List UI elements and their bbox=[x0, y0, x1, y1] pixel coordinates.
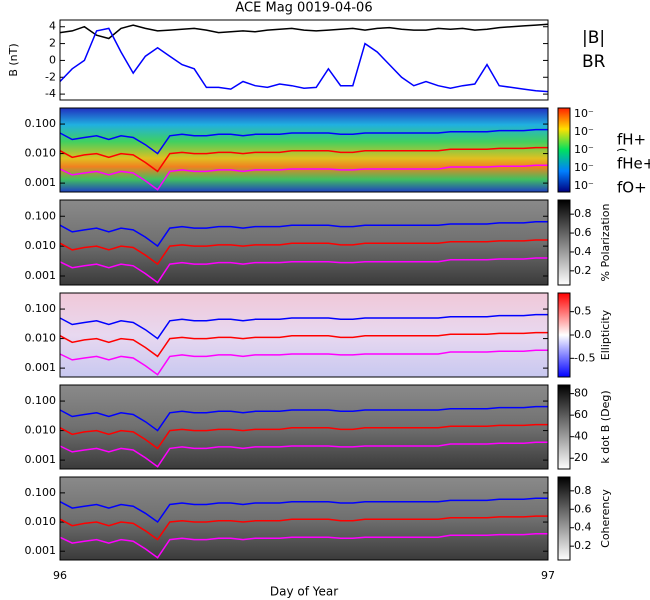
x-axis-label: Day of Year bbox=[270, 585, 338, 599]
y-tick-label: 0.010 bbox=[25, 424, 57, 437]
plot-frame bbox=[59, 19, 549, 101]
data-line bbox=[59, 257, 548, 284]
plot-frame bbox=[59, 199, 549, 286]
data-line bbox=[59, 405, 548, 432]
data-line bbox=[59, 331, 548, 358]
data-line bbox=[59, 239, 548, 266]
chart-title: ACE Mag 0019-04-06 bbox=[235, 1, 372, 16]
y-tick-label: 2 bbox=[49, 37, 56, 50]
legend-entry: fHe+ bbox=[617, 155, 650, 173]
colorbar-label: % Polarization bbox=[599, 204, 612, 282]
data-line bbox=[59, 128, 548, 155]
y-axis-label: B (nT) bbox=[7, 43, 20, 76]
data-line bbox=[59, 27, 549, 93]
colorbar-label: k dot B (Deg) bbox=[599, 390, 612, 463]
colorbar bbox=[557, 107, 571, 193]
plot-frame bbox=[59, 107, 549, 193]
legend-entry: BR bbox=[582, 52, 606, 72]
data-line bbox=[59, 515, 548, 541]
y-tick-label: 0.001 bbox=[25, 176, 57, 189]
y-tick-label: -2 bbox=[45, 70, 56, 83]
data-line bbox=[59, 441, 548, 468]
colorbar-tick-label: 10⁻ bbox=[574, 161, 594, 174]
plot-frame bbox=[59, 384, 549, 470]
y-tick-label: 0.001 bbox=[25, 453, 57, 466]
data-line bbox=[59, 23, 549, 40]
colorbar bbox=[557, 384, 571, 470]
colorbar-tick-label: 80 bbox=[574, 387, 588, 400]
colorbar-tick-label: 0.0 bbox=[574, 328, 592, 341]
data-line bbox=[59, 313, 548, 340]
legend-entry: fO+ bbox=[617, 179, 647, 197]
colorbar-tick-label: 0.2 bbox=[574, 539, 592, 552]
colorbar-tick-label: 0.6 bbox=[574, 502, 592, 515]
colorbar-tick-label: 0.2 bbox=[574, 264, 592, 277]
colorbar bbox=[557, 292, 571, 378]
colorbar bbox=[557, 476, 571, 561]
x-tick-label: 97 bbox=[541, 569, 555, 582]
data-line bbox=[59, 532, 548, 559]
y-tick-label: 0.100 bbox=[25, 394, 57, 407]
data-line bbox=[59, 349, 548, 376]
colorbar-tick-label: 0.4 bbox=[574, 245, 592, 258]
plot-frame bbox=[59, 476, 549, 561]
colorbar-tick-label: 0.6 bbox=[574, 226, 592, 239]
colorbar-tick-label: 10⁻ bbox=[574, 107, 594, 120]
y-tick-label: 0 bbox=[49, 53, 56, 66]
x-tick-label: 96 bbox=[53, 569, 67, 582]
y-tick-label: 0.010 bbox=[25, 332, 57, 345]
y-tick-label: 0.010 bbox=[25, 515, 57, 528]
y-tick-label: 0.010 bbox=[25, 147, 57, 160]
y-tick-label: 0.100 bbox=[25, 117, 57, 130]
colorbar-tick-label: 0.5 bbox=[574, 305, 592, 318]
colorbar-tick-label: 10⁻ bbox=[574, 179, 594, 192]
colorbar-label: ) bbox=[615, 148, 628, 152]
y-tick-label: 0.001 bbox=[25, 544, 57, 557]
legend-entry: |B| bbox=[582, 28, 605, 48]
y-tick-label: 0.100 bbox=[25, 302, 57, 315]
colorbar-tick-label: 0.8 bbox=[574, 484, 592, 497]
data-line bbox=[59, 221, 548, 248]
data-line bbox=[59, 423, 548, 450]
y-tick-label: 0.001 bbox=[25, 269, 57, 282]
colorbar-tick-label: 20 bbox=[574, 451, 588, 464]
y-tick-label: 0.100 bbox=[25, 486, 57, 499]
y-tick-label: 4 bbox=[49, 20, 56, 33]
data-line bbox=[59, 164, 548, 191]
colorbar-tick-label: 10⁻ bbox=[574, 143, 594, 156]
y-tick-label: -4 bbox=[45, 87, 56, 100]
colorbar-tick-label: 10⁻ bbox=[574, 125, 594, 138]
legend-entry: fH+ bbox=[617, 131, 646, 149]
plot-frame bbox=[59, 292, 549, 378]
colorbar-tick-label: -0.5 bbox=[574, 351, 595, 364]
colorbar-label: Ellipticity bbox=[599, 309, 612, 360]
y-tick-label: 0.010 bbox=[25, 239, 57, 252]
colorbar-tick-label: 60 bbox=[574, 408, 588, 421]
data-line bbox=[59, 146, 548, 173]
colorbar-tick-label: 0.4 bbox=[574, 521, 592, 534]
y-tick-label: 0.001 bbox=[25, 361, 57, 374]
colorbar-label: Coherency bbox=[599, 489, 612, 548]
y-tick-label: 0.100 bbox=[25, 209, 57, 222]
colorbar-tick-label: 0.8 bbox=[574, 207, 592, 220]
colorbar bbox=[557, 199, 571, 286]
data-line bbox=[59, 497, 548, 524]
colorbar-tick-label: 40 bbox=[574, 430, 588, 443]
